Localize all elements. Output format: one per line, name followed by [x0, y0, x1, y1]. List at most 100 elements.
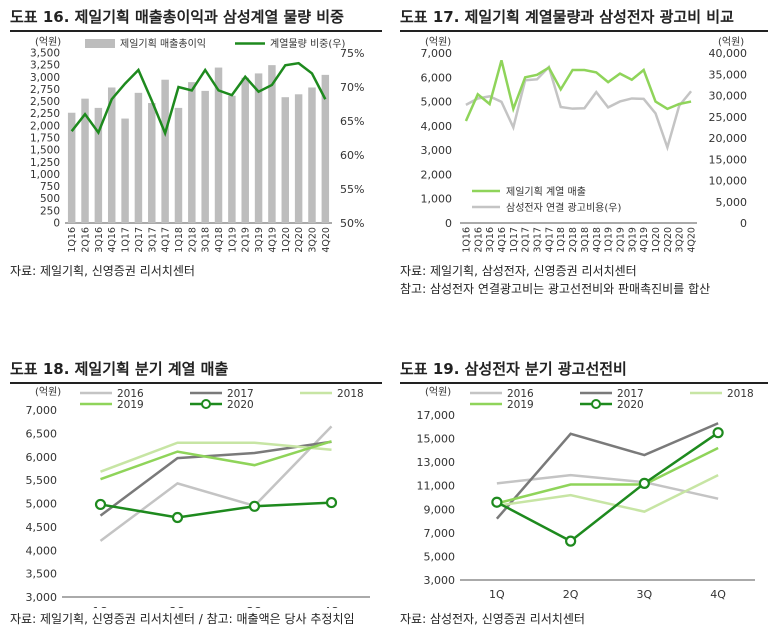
x-tick-label: 2Q17 [521, 227, 532, 253]
title-underline [400, 30, 768, 32]
y-tick-label-right: 40,000 [709, 47, 748, 60]
y-tick-label: 11,000 [417, 480, 456, 493]
chart-source: 자료: 제일기획, 신영증권 리서치센터 [10, 264, 195, 278]
x-tick-label: 1Q [93, 605, 109, 608]
x-tick-label: 2Q16 [473, 227, 484, 253]
legend-label: 2018 [337, 388, 364, 400]
y-tick-label: 17,000 [417, 409, 456, 422]
bar [228, 95, 236, 223]
title-underline [10, 30, 382, 32]
y-tick-label: 5,000 [424, 550, 456, 563]
line-series-2020 [100, 501, 332, 519]
axis-unit-right: (억원) [718, 36, 744, 48]
axis-unit-left: (억원) [35, 386, 61, 398]
y-tick-label-left: 2,000 [421, 168, 453, 181]
chart-source: 자료: 제일기획, 삼성전자, 신영증권 리서치센터 [400, 264, 637, 278]
x-tick-label: 3Q20 [675, 227, 686, 253]
bar [107, 87, 116, 223]
legend-label: 2019 [507, 399, 534, 411]
y-tick-label-right: 60% [340, 149, 364, 162]
chart-title: 도표 17. 제일기획 계열물량과 삼성전자 광고비 비교 [400, 8, 734, 26]
x-tick-label: 4Q20 [687, 227, 698, 253]
y-tick-label-right: 25,000 [709, 111, 748, 124]
y-tick-label-left: 250 [40, 205, 60, 217]
y-tick-label-left: 0 [53, 218, 60, 230]
data-point-marker [565, 535, 577, 547]
y-tick-label-left: 500 [40, 193, 60, 205]
y-tick-label-right: 35,000 [709, 68, 748, 81]
chart-svg: (억원) 3,000 3,500 4,000 4,500 5,000 5,500 6,000 6… [26, 386, 370, 608]
line-series-2018 [496, 473, 719, 513]
x-tick-label: 1Q18 [174, 227, 185, 253]
y-tick-label-right: 75% [340, 47, 364, 60]
bar [241, 77, 249, 223]
x-tick-label: 4Q [324, 605, 340, 608]
y-tick-label-right: 15,000 [709, 153, 748, 166]
chart-panel-19: 도표 19. 삼성전자 분기 광고선전비 (억원) 3,000 5,000 7,000… [400, 352, 770, 631]
x-tick-label: 2Q18 [187, 227, 198, 253]
x-tick-label: 1Q18 [556, 227, 567, 253]
legend-label: 2020 [617, 399, 644, 411]
x-tick-label: 3Q16 [94, 227, 105, 253]
y-tick-label-left: 0 [445, 217, 452, 230]
y-tick-label: 3,000 [26, 591, 58, 604]
bar [254, 73, 263, 224]
y-tick-label-right: 50% [340, 217, 364, 230]
x-tick-label: 2Q19 [615, 227, 626, 253]
bar [94, 107, 103, 223]
chart-source: 자료: 삼성전자, 신영증권 리서치센터 [400, 612, 585, 626]
y-tick-label-right: 65% [340, 115, 364, 128]
line-series-2016 [496, 473, 719, 500]
data-point-marker [638, 477, 650, 489]
x-tick-label: 1Q [489, 588, 505, 601]
legend-label: 삼성전자 연결 광고비용(우) [506, 202, 621, 214]
line-series-2019 [100, 440, 332, 481]
x-tick-label: 4Q17 [161, 227, 172, 253]
x-tick-label: 3Q [247, 605, 263, 608]
x-tick-label: 1Q19 [227, 227, 238, 253]
data-point-marker [712, 427, 724, 439]
y-tick-label: 3,000 [424, 574, 456, 587]
chart-panel-17: 도표 17. 제일기획 계열물량과 삼성전자 광고비 비교 (억원) (억원) 0 1… [400, 0, 770, 300]
x-tick-label: 4Q17 [544, 227, 555, 253]
y-tick-label-left: 1,500 [30, 145, 60, 157]
line-series-samsung-ad-spend [465, 64, 693, 152]
legend-label: 2019 [117, 399, 144, 411]
y-tick-label: 3,500 [26, 568, 58, 581]
bar [308, 87, 316, 223]
y-tick-label-right: 10,000 [709, 175, 748, 188]
y-tick-label-left: 5,000 [421, 96, 453, 109]
chart-note: 참고: 삼성전자 연결광고비는 광고선전비와 판매촉진비를 합산 [400, 282, 711, 296]
y-tick-label: 5,500 [26, 474, 58, 487]
y-tick-label-right: 20,000 [709, 132, 748, 145]
y-tick-label-left: 3,000 [30, 72, 60, 84]
bar [268, 65, 276, 223]
y-tick-label-right: 0 [740, 217, 747, 230]
y-tick-label-right: 30,000 [709, 90, 748, 103]
legend-label: 제일기획 계열 매출 [506, 186, 586, 198]
x-tick-label: 3Q17 [533, 227, 544, 253]
y-tick-label: 13,000 [417, 456, 456, 469]
data-point-marker [491, 496, 503, 508]
chart-panel-16: 도표 16. 제일기획 매출총이익과 삼성계열 물량 비중 (억원) 0 250 50… [10, 0, 385, 300]
x-tick-label: 3Q16 [485, 227, 496, 253]
data-point-marker [248, 500, 261, 512]
data-point-marker [171, 511, 184, 524]
y-tick-label-right: 55% [340, 183, 364, 196]
axis-unit-left: (억원) [425, 386, 451, 398]
title-underline [400, 382, 768, 384]
y-tick-label: 7,000 [26, 404, 58, 417]
title-underline [10, 382, 382, 384]
y-tick-label-left: 2,000 [30, 120, 60, 132]
y-tick-label: 7,000 [424, 527, 456, 540]
chart-title: 도표 16. 제일기획 매출총이익과 삼성계열 물량 비중 [10, 8, 344, 26]
legend-label: 계열물량 비중(우) [270, 38, 345, 50]
legend-label: 2018 [727, 388, 754, 400]
bar [81, 98, 89, 223]
y-tick-label-left: 3,000 [421, 144, 453, 157]
y-tick-label-left: 2,250 [30, 108, 60, 120]
y-tick-label-left: 1,250 [30, 157, 60, 169]
x-tick-label: 3Q17 [147, 227, 158, 253]
x-tick-label: 2Q18 [568, 227, 579, 253]
y-tick-label: 6,500 [26, 427, 58, 440]
